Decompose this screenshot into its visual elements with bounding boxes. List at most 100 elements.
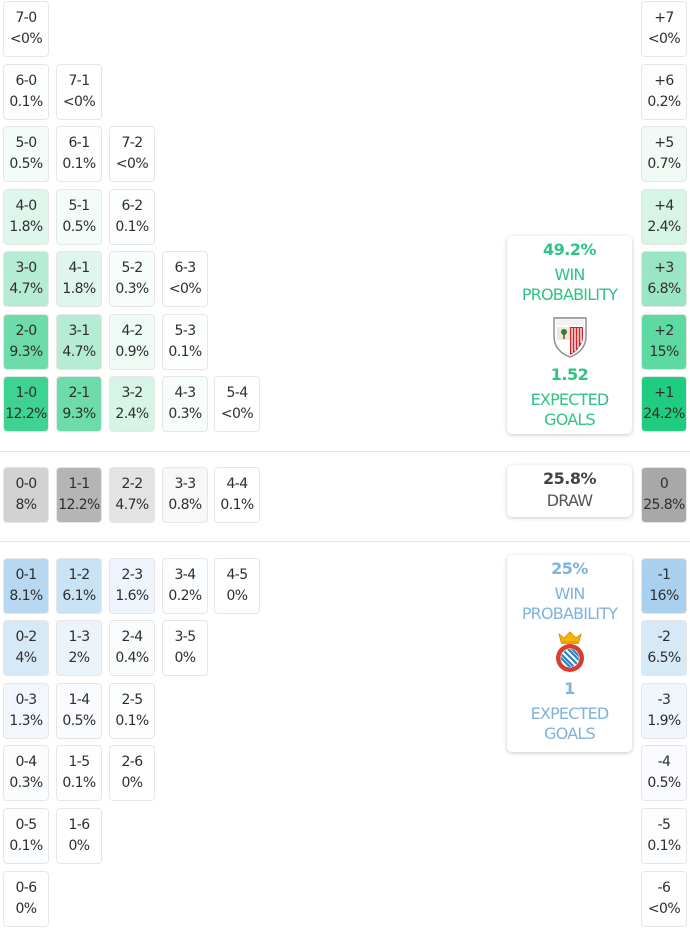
score-cell: 0-5 0.1%	[3, 808, 49, 864]
score-label: 3-2	[121, 385, 143, 401]
score-label: 0-3	[15, 692, 37, 708]
score-cell: 7-2 <0%	[109, 126, 155, 182]
margin-cell: -3 1.9%	[641, 683, 687, 739]
away-summary-card: 25% WIN PROBABILITY 1 EXPECTED GOALS	[507, 555, 632, 752]
probability-label: 12.2%	[5, 406, 47, 422]
probability-label: 0.1%	[115, 219, 149, 235]
score-label: 2-1	[68, 385, 90, 401]
score-label: 3-0	[15, 260, 37, 276]
athletic-club-crest-icon	[552, 317, 587, 358]
score-cell: 0-6 0%	[3, 871, 49, 927]
score-cell: 2-4 0.4%	[109, 620, 155, 676]
probability-label: <0%	[9, 31, 43, 47]
draw-label: DRAW	[546, 491, 593, 510]
divider-draw-away	[0, 541, 690, 542]
probability-label: <0%	[168, 281, 202, 297]
score-label: 4-4	[226, 476, 248, 492]
home-xg-label: EXPECTED GOALS	[530, 390, 610, 429]
probability-label: 0.5%	[62, 713, 96, 729]
margin-cell: -5 0.1%	[641, 808, 687, 864]
score-label: +4	[654, 198, 674, 214]
score-cell: 4-1 1.8%	[56, 251, 102, 307]
score-label: -1	[657, 567, 671, 583]
score-label: +6	[654, 73, 674, 89]
score-cell: 1-4 0.5%	[56, 683, 102, 739]
probability-label: 0.1%	[220, 497, 254, 513]
score-label: 6-1	[68, 135, 90, 151]
home-win-label: WIN PROBABILITY	[521, 265, 618, 304]
score-label: -4	[657, 754, 671, 770]
score-cell: 4-4 0.1%	[214, 467, 260, 523]
score-label: 5-0	[15, 135, 37, 151]
margin-cell: 0 25.8%	[641, 467, 687, 523]
margin-cell: +4 2.4%	[641, 189, 687, 245]
score-label: 0-2	[15, 629, 37, 645]
score-label: -6	[657, 880, 671, 896]
score-label: 2-4	[121, 629, 143, 645]
score-cell: 1-1 12.2%	[56, 467, 102, 523]
score-label: 0-4	[15, 754, 37, 770]
score-label: 0-0	[15, 476, 37, 492]
score-label: 0-6	[15, 880, 37, 896]
probability-label: 0.1%	[9, 838, 43, 854]
score-label: 4-3	[174, 385, 196, 401]
score-label: 2-2	[121, 476, 143, 492]
probability-label: 6.5%	[647, 650, 681, 666]
score-cell: 4-2 0.9%	[109, 314, 155, 370]
score-cell: 0-4 0.3%	[3, 745, 49, 801]
away-xg-label: EXPECTED GOALS	[530, 704, 610, 743]
score-label: 0-1	[15, 567, 37, 583]
margin-cell: +5 0.7%	[641, 126, 687, 182]
probability-label: <0%	[115, 156, 149, 172]
probability-label: 0.1%	[9, 94, 43, 110]
score-label: 3-5	[174, 629, 196, 645]
probability-label: 0.3%	[115, 281, 149, 297]
score-label: 7-1	[68, 73, 90, 89]
score-cell: 0-2 4%	[3, 620, 49, 676]
score-label: 0	[659, 476, 669, 492]
probability-label: 1.3%	[9, 713, 43, 729]
score-label: +7	[654, 10, 674, 26]
probability-label: 0.9%	[115, 344, 149, 360]
score-label: 5-2	[121, 260, 143, 276]
score-label: 3-4	[174, 567, 196, 583]
score-label: 4-5	[226, 567, 248, 583]
score-cell: 6-1 0.1%	[56, 126, 102, 182]
score-cell: 2-5 0.1%	[109, 683, 155, 739]
probability-label: 0.5%	[647, 775, 681, 791]
probability-label: 0.1%	[168, 344, 202, 360]
probability-label: 1.9%	[647, 713, 681, 729]
away-win-probability: 25%	[551, 559, 588, 578]
score-cell: 3-0 4.7%	[3, 251, 49, 307]
probability-label: 12.2%	[58, 497, 100, 513]
score-label: 1-2	[68, 567, 90, 583]
score-cell: 5-0 0.5%	[3, 126, 49, 182]
probability-label: 1.8%	[62, 281, 96, 297]
margin-cell: -4 0.5%	[641, 745, 687, 801]
score-label: 6-0	[15, 73, 37, 89]
probability-label: 0.3%	[9, 775, 43, 791]
score-label: 4-1	[68, 260, 90, 276]
probability-label: 9.3%	[9, 344, 43, 360]
score-cell: 5-3 0.1%	[162, 314, 208, 370]
probability-label: 4%	[15, 650, 37, 666]
home-win-probability: 49.2%	[542, 240, 597, 259]
probability-label: 0.8%	[168, 497, 202, 513]
score-label: 2-3	[121, 567, 143, 583]
margin-cell: -1 16%	[641, 558, 687, 614]
score-cell: 1-3 2%	[56, 620, 102, 676]
score-label: 6-3	[174, 260, 196, 276]
score-cell: 3-4 0.2%	[162, 558, 208, 614]
score-label: +5	[654, 135, 674, 151]
probability-label: 9.3%	[62, 406, 96, 422]
probability-label: 0.1%	[62, 775, 96, 791]
score-label: 1-4	[68, 692, 90, 708]
score-cell: 2-1 9.3%	[56, 376, 102, 432]
probability-label: 0.3%	[168, 406, 202, 422]
probability-label: 0.5%	[62, 219, 96, 235]
probability-label: 0%	[174, 650, 196, 666]
score-cell: 7-0 <0%	[3, 1, 49, 57]
probability-label: 0.1%	[62, 156, 96, 172]
score-label: +2	[654, 323, 674, 339]
score-label: -2	[657, 629, 671, 645]
